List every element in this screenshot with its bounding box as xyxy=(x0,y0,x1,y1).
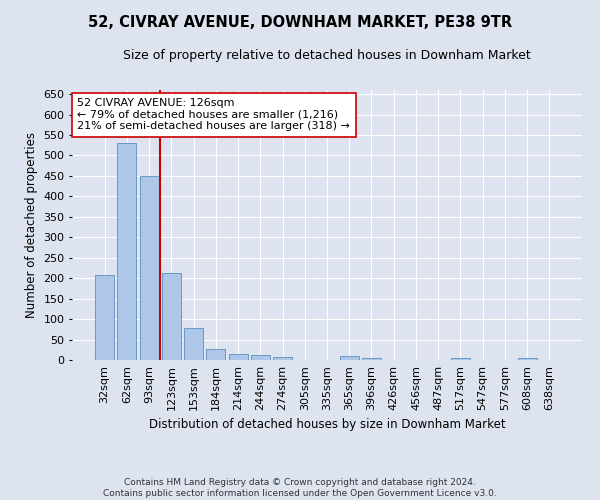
Bar xyxy=(518,358,536,360)
Bar xyxy=(340,356,359,360)
Bar xyxy=(273,357,292,360)
Y-axis label: Number of detached properties: Number of detached properties xyxy=(25,132,38,318)
Bar xyxy=(251,355,270,360)
Bar xyxy=(162,274,181,360)
Bar xyxy=(140,176,158,360)
Bar xyxy=(118,143,136,360)
Bar xyxy=(95,275,114,360)
Text: 52 CIVRAY AVENUE: 126sqm
← 79% of detached houses are smaller (1,216)
21% of sem: 52 CIVRAY AVENUE: 126sqm ← 79% of detach… xyxy=(77,98,350,132)
Title: Size of property relative to detached houses in Downham Market: Size of property relative to detached ho… xyxy=(123,50,531,62)
Text: 52, CIVRAY AVENUE, DOWNHAM MARKET, PE38 9TR: 52, CIVRAY AVENUE, DOWNHAM MARKET, PE38 … xyxy=(88,15,512,30)
X-axis label: Distribution of detached houses by size in Downham Market: Distribution of detached houses by size … xyxy=(149,418,505,432)
Bar xyxy=(184,328,203,360)
Text: Contains HM Land Registry data © Crown copyright and database right 2024.
Contai: Contains HM Land Registry data © Crown c… xyxy=(103,478,497,498)
Bar xyxy=(206,349,225,360)
Bar xyxy=(451,358,470,360)
Bar xyxy=(362,358,381,360)
Bar xyxy=(229,354,248,360)
